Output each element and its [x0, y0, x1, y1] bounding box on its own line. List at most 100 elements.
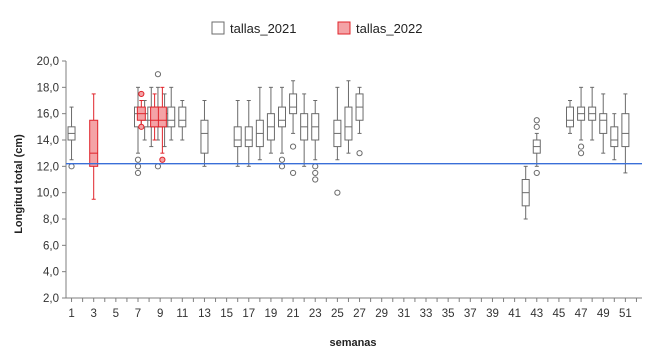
box-body — [150, 106, 160, 128]
box-plot-tallas-2021 — [278, 86, 286, 170]
box-body — [599, 113, 608, 134]
x-tick-label: 29 — [375, 308, 388, 320]
x-tick-label: 35 — [442, 308, 455, 320]
box-plot-tallas-2021 — [588, 86, 597, 141]
box-outlier — [134, 163, 142, 170]
box-plot-tallas-2022 — [89, 93, 99, 200]
box-outlier — [577, 143, 585, 150]
box-plot-tallas-2021 — [577, 86, 586, 157]
x-tick-label: 41 — [508, 308, 521, 320]
legend-label-tallas-2022: tallas_2022 — [356, 21, 423, 36]
box-plot-tallas-2021 — [200, 100, 209, 167]
x-axis-title: semanas — [329, 337, 376, 347]
x-tick-label: 17 — [242, 308, 255, 320]
plot-boxes — [67, 71, 630, 220]
legend: tallas_2021 tallas_2022 — [211, 21, 423, 36]
box-body — [621, 113, 630, 148]
box-outlier — [159, 156, 166, 163]
box-outlier — [533, 169, 540, 177]
x-tick-label: 15 — [220, 308, 233, 320]
box-plot-tallas-2022 — [150, 93, 160, 141]
legend-label-tallas-2021: tallas_2021 — [230, 21, 297, 36]
box-body — [289, 93, 298, 115]
box-plot-tallas-2021 — [610, 113, 619, 161]
x-tick-label: 49 — [597, 308, 610, 320]
x-tick-label: 37 — [464, 308, 477, 320]
box-plot-tallas-2021 — [233, 100, 242, 167]
x-tick-label: 23 — [309, 308, 322, 320]
box-body — [344, 106, 353, 141]
y-tick-label: 6,0 — [43, 240, 59, 252]
box-outlier — [289, 169, 297, 177]
box-body — [233, 126, 242, 148]
box-plot-tallas-2021 — [621, 93, 630, 174]
y-tick-label: 4,0 — [43, 267, 59, 279]
y-axis: 2,0 4,0 6,0 8,0 10,0 12,0 14,0 16,0 18,0 20,0 — [37, 56, 67, 305]
box-outlier — [138, 90, 145, 98]
box-plot-tallas-2021 — [355, 86, 364, 157]
y-tick-label: 2,0 — [43, 293, 59, 305]
box-outlier — [312, 176, 319, 183]
box-plot-tallas-2021 — [311, 100, 320, 183]
box-outlier — [278, 156, 286, 163]
box-outlier — [312, 169, 319, 177]
box-body — [167, 106, 176, 128]
x-tick-label: 7 — [135, 308, 141, 320]
box-plot-tallas-2021 — [532, 117, 541, 177]
x-tick-label: 9 — [157, 308, 163, 320]
box-outlier — [278, 163, 286, 170]
x-tick-label: 13 — [198, 308, 211, 320]
x-tick-label: 33 — [420, 308, 433, 320]
x-tick-label: 11 — [176, 308, 188, 320]
box-outlier — [334, 189, 341, 196]
x-tick-label: 43 — [530, 308, 543, 320]
box-body — [244, 126, 253, 148]
x-tick-label: 27 — [353, 308, 366, 320]
x-tick-label: 51 — [619, 308, 632, 320]
x-tick-label: 39 — [486, 308, 499, 320]
box-plot-tallas-2022 — [136, 90, 146, 130]
x-tick-label: 25 — [331, 308, 344, 320]
box-plot-tallas-2021 — [266, 86, 275, 154]
box-outlier — [533, 123, 540, 130]
y-tick-label: 18,0 — [37, 82, 59, 94]
box-plot-tallas-2021 — [333, 86, 342, 196]
box-plot-tallas-2021 — [255, 86, 264, 161]
box-outlier — [356, 150, 363, 157]
box-outlier — [577, 150, 585, 157]
box-body — [89, 119, 99, 167]
box-plot-tallas-2021 — [289, 80, 298, 177]
box-plot-tallas-2022 — [157, 86, 167, 163]
box-plot-tallas-2021 — [599, 93, 608, 154]
box-plot-tallas-2021 — [300, 93, 309, 167]
legend-swatch-tallas-2021 — [211, 21, 225, 35]
box-body — [178, 106, 187, 128]
x-tick-label: 3 — [90, 308, 96, 320]
box-plot-tallas-2021 — [521, 165, 530, 220]
y-axis-title: Longitud total (cm) — [13, 134, 25, 234]
box-plot-tallas-2021 — [167, 86, 176, 141]
x-tick-label: 45 — [553, 308, 566, 320]
box-outlier — [154, 71, 162, 78]
x-tick-label: 5 — [113, 308, 119, 320]
y-tick-label: 20,0 — [37, 56, 59, 68]
y-tick-label: 16,0 — [37, 109, 59, 121]
x-tick-label: 47 — [575, 308, 588, 320]
box-outlier — [68, 163, 75, 170]
box-body — [157, 106, 167, 128]
x-axis: 1 3 5 7 9 11 13 15 17 19 21 23 25 27 29 31 33 35 37 39 41 43 4… — [66, 297, 642, 320]
legend-swatch-tallas-2022 — [337, 21, 351, 35]
box-outlier — [533, 117, 540, 124]
box-outlier — [134, 156, 142, 163]
box-body — [610, 126, 619, 148]
box-outlier — [289, 143, 297, 150]
box-body — [566, 106, 574, 128]
x-tick-label: 19 — [265, 308, 278, 320]
y-tick-label: 10,0 — [37, 188, 59, 200]
y-tick-label: 12,0 — [37, 161, 59, 173]
box-outlier — [138, 123, 145, 130]
box-outlier — [134, 169, 142, 177]
x-tick-label: 31 — [397, 308, 410, 320]
box-plot-tallas-2021 — [344, 80, 353, 154]
